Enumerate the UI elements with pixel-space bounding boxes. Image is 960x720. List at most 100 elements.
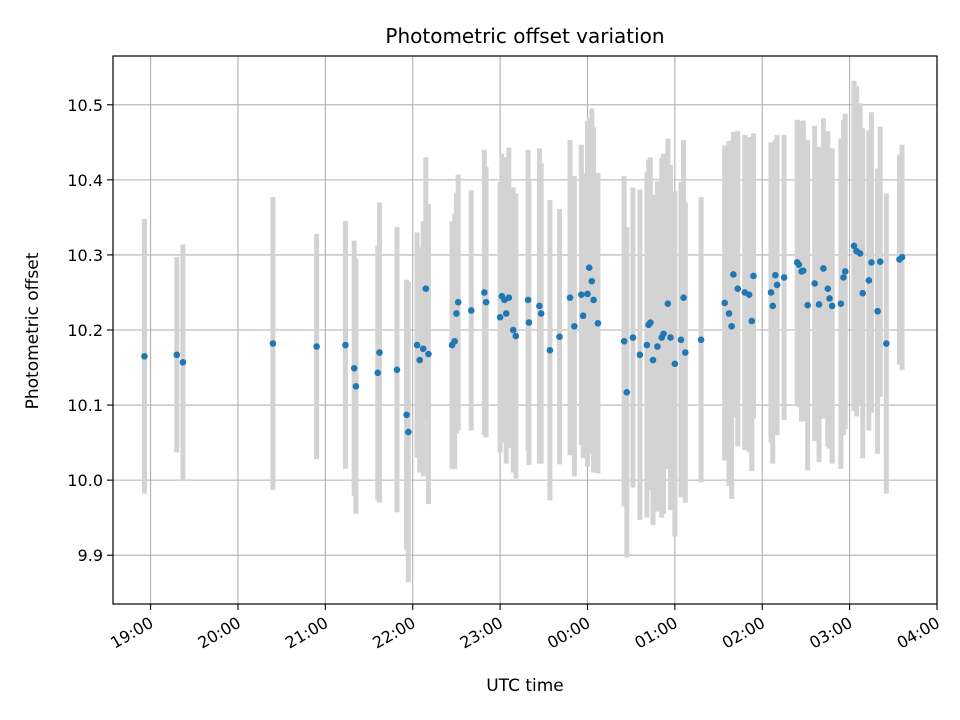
data-point: [750, 272, 757, 280]
data-point: [649, 356, 657, 364]
data-point: [481, 289, 488, 296]
data-point: [342, 341, 349, 349]
data-point: [874, 307, 881, 315]
data-point: [578, 291, 585, 299]
data-point: [590, 296, 597, 304]
data-point: [536, 302, 543, 310]
data-point: [654, 343, 661, 350]
data-point: [413, 341, 421, 349]
data-point: [594, 319, 602, 327]
data-point: [636, 351, 644, 359]
data-point: [800, 267, 807, 274]
y-tick-label: 10.5: [67, 96, 103, 115]
data-point: [664, 300, 672, 308]
data-point: [728, 322, 735, 330]
data-point: [826, 295, 833, 302]
data-point: [425, 350, 432, 358]
data-point: [451, 337, 458, 345]
y-tick-label: 10.4: [67, 171, 103, 190]
data-point: [546, 346, 554, 354]
y-tick-label: 10.2: [67, 321, 103, 340]
y-tick-label: 9.9: [78, 546, 103, 565]
data-point: [841, 268, 849, 275]
data-point: [454, 298, 462, 306]
data-point: [850, 242, 858, 250]
data-point: [828, 302, 836, 310]
data-point: [179, 358, 187, 366]
data-point: [876, 258, 884, 265]
data-point: [537, 310, 545, 317]
y-tick-label: 10.3: [67, 246, 103, 265]
data-point: [811, 280, 818, 287]
data-point: [815, 301, 823, 308]
y-tick-label: 10.0: [67, 471, 103, 490]
data-point: [647, 319, 654, 326]
data-point: [173, 351, 181, 359]
data-point: [795, 261, 803, 268]
data-point: [141, 352, 148, 360]
data-point: [840, 274, 847, 281]
data-point: [525, 319, 533, 326]
data-point: [837, 300, 845, 308]
data-point: [682, 349, 689, 356]
data-point: [859, 289, 867, 297]
data-point: [512, 332, 520, 340]
data-point: [748, 317, 756, 325]
data-point: [767, 289, 775, 296]
data-point: [374, 369, 382, 377]
data-point: [629, 334, 637, 341]
data-point: [680, 294, 687, 302]
data-point: [865, 277, 873, 284]
data-point: [585, 264, 593, 271]
data-point: [419, 345, 427, 353]
data-point: [376, 349, 383, 356]
data-point: [422, 285, 430, 293]
data-point: [780, 274, 788, 281]
data-point: [524, 296, 532, 304]
data-point: [868, 259, 875, 266]
data-point: [856, 250, 864, 257]
data-point: [883, 340, 890, 347]
data-point: [584, 290, 591, 298]
data-point: [352, 383, 360, 390]
data-point: [721, 299, 728, 307]
data-point: [416, 356, 424, 364]
data-point: [773, 281, 781, 289]
data-point: [313, 343, 320, 350]
data-point: [502, 310, 510, 317]
chart-title: Photometric offset variation: [385, 24, 664, 48]
data-point: [556, 333, 563, 341]
y-tick-label: 10.1: [67, 396, 103, 415]
data-point: [772, 271, 779, 279]
data-point: [697, 336, 705, 344]
data-point: [667, 334, 674, 341]
data-point: [509, 326, 517, 334]
data-point: [677, 336, 685, 344]
data-point: [671, 360, 679, 368]
data-point: [824, 285, 832, 293]
data-point: [269, 340, 277, 347]
data-point: [660, 330, 667, 338]
data-point: [482, 298, 490, 306]
x-axis-label: UTC time: [486, 676, 564, 696]
data-point: [620, 337, 628, 345]
data-point: [393, 366, 401, 374]
data-point: [403, 411, 410, 419]
data-point: [734, 285, 742, 293]
data-point: [745, 291, 753, 299]
data-point: [730, 271, 737, 278]
data-point: [804, 301, 811, 309]
data-point: [820, 265, 827, 272]
data-points: [141, 242, 906, 436]
data-point: [588, 277, 596, 285]
data-point: [643, 341, 651, 349]
data-point: [350, 364, 358, 372]
data-point: [467, 307, 475, 314]
data-point: [898, 253, 906, 261]
data-point: [453, 310, 460, 317]
data-point: [769, 302, 777, 310]
data-point: [496, 313, 504, 321]
data-point: [725, 310, 733, 317]
data-point: [623, 389, 631, 396]
